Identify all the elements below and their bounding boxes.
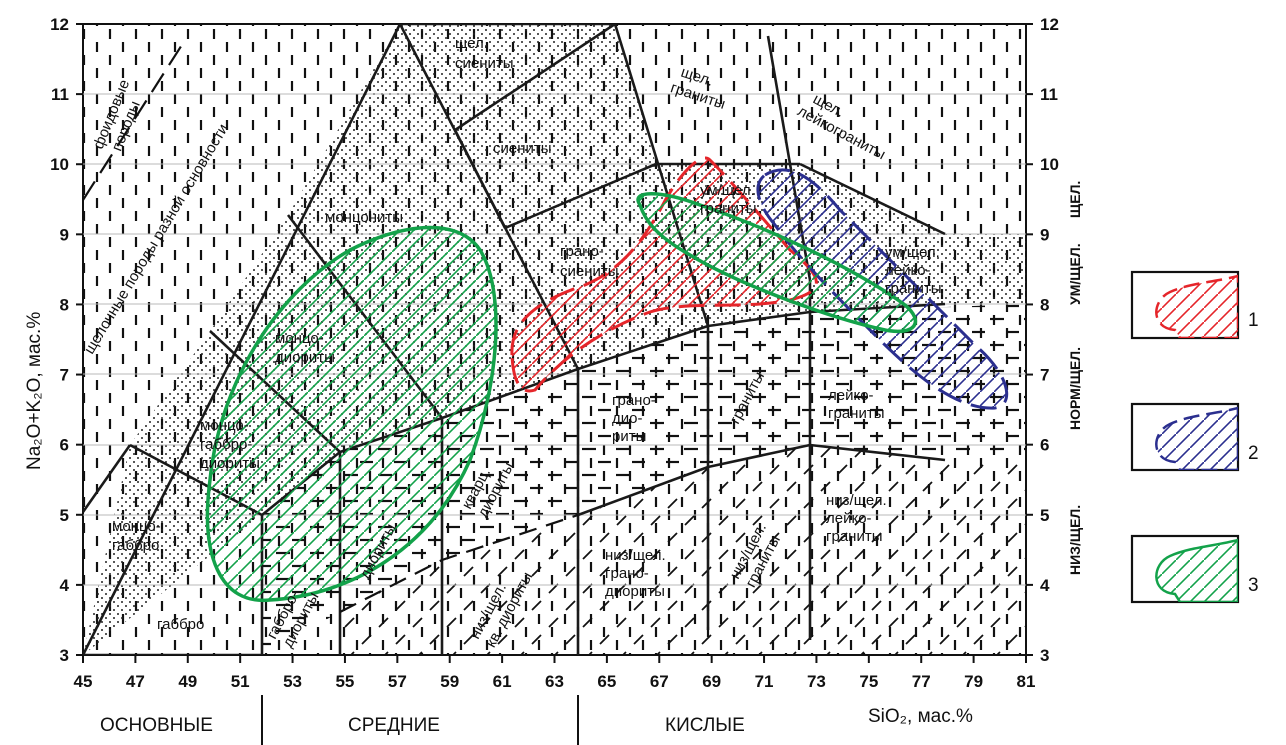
legend-number-3: 3 [1248, 575, 1259, 596]
y-tick-label: 11 [51, 85, 69, 104]
y-tick-label: 9 [1040, 225, 1049, 244]
x-tick-label: 51 [231, 672, 250, 691]
side-normal: НОРМ/ЩЕЛ. [1067, 347, 1083, 430]
label-leucogranites: лейко-граниты [828, 387, 884, 422]
region-3-green-right [636, 192, 918, 334]
y-tick-label: 3 [60, 646, 69, 665]
y-tick-label: 4 [1040, 576, 1050, 595]
x-tick-label: 73 [807, 672, 826, 691]
x-tick-label: 47 [126, 672, 145, 691]
y-tick-label: 12 [1040, 15, 1059, 34]
y-tick-label: 6 [1040, 436, 1049, 455]
legend-swatch-3 [1155, 538, 1238, 602]
x-tick-label: 53 [283, 672, 302, 691]
x-tick-label: 79 [964, 672, 983, 691]
label-syenites: сиениты [493, 140, 552, 157]
y-axis-ticks-right: 3 4 5 6 7 8 9 10 11 12 [1026, 15, 1059, 665]
label-granodiorites: грано-дио-риты [612, 392, 656, 445]
label-alk-syenites: щел. сиениты [455, 35, 514, 72]
y-tick-label: 3 [1040, 646, 1049, 665]
y-tick-label: 10 [50, 155, 69, 174]
label-low-granodiorites: низ/щел. грано-диориты [605, 547, 666, 600]
label-granosyenites: грано-сиениты [560, 243, 619, 280]
side-moderate: УМ/ЩЕЛ. [1067, 243, 1083, 305]
y-tick-label: 7 [60, 366, 69, 385]
y-tick-label: 5 [60, 506, 69, 525]
label-mod-granites: ум/щел. граниты [700, 182, 756, 217]
y-tick-label: 4 [60, 576, 70, 595]
legend-number-1: 1 [1248, 310, 1259, 331]
group-intermediate: СРЕДНИЕ [348, 715, 440, 736]
x-tick-label: 61 [493, 672, 512, 691]
label-low-leucogranites: низ/щел. лейко-граниты [826, 492, 887, 545]
y-tick-label: 9 [60, 225, 69, 244]
x-tick-label: 57 [388, 672, 407, 691]
y-tick-label: 10 [1040, 155, 1059, 174]
legend-swatch-2 [1155, 406, 1238, 470]
normal-alkaline-region [262, 304, 1026, 655]
x-tick-label: 75 [859, 672, 878, 691]
legend-swatch-1 [1155, 274, 1238, 338]
region-3-green-left [205, 225, 498, 602]
x-tick-label: 59 [440, 672, 459, 691]
x-tick-label: 49 [178, 672, 197, 691]
side-alkaline: ЩЕЛ. [1067, 181, 1083, 218]
y-tick-label: 6 [60, 436, 69, 455]
x-tick-label: 77 [912, 672, 931, 691]
label-mod-leucogranites: ум/щел. лейко-граниты [885, 244, 941, 297]
x-tick-label: 69 [702, 672, 721, 691]
y-tick-label: 8 [60, 295, 69, 314]
group-acid: КИСЛЫЕ [665, 715, 745, 736]
y-axis-title: Na₂O+K₂O, мас.% [24, 312, 45, 470]
y-tick-label: 5 [1040, 506, 1049, 525]
y-axis-ticks-left: 3 4 5 6 7 8 9 10 11 12 [50, 15, 83, 665]
y-tick-label: 12 [50, 15, 69, 34]
side-low: НИЗ/ЩЕЛ. [1067, 505, 1083, 575]
low-alkaline-region [340, 445, 1026, 655]
legend-number-2: 2 [1248, 443, 1259, 464]
label-monzodiorites: монцо-диориты [275, 330, 335, 366]
label-monzogabbrodiorites: монцо-габбро-диориты [200, 417, 260, 472]
y-tick-label: 8 [1040, 295, 1049, 314]
x-tick-label: 55 [335, 672, 354, 691]
x-axis-ticks: 45 47 49 51 53 55 57 59 61 63 65 67 69 71 73 75 77 79 81 [74, 655, 1036, 691]
label-gabbro: габбро [157, 616, 204, 633]
x-tick-label: 65 [597, 672, 616, 691]
x-tick-label: 81 [1017, 672, 1036, 691]
y-tick-label: 7 [1040, 366, 1049, 385]
x-axis-title: SiO₂, мас.% [868, 706, 973, 727]
group-basic: ОСНОВНЫЕ [100, 715, 213, 736]
label-monzogabbro: монцо-габбро [112, 518, 161, 554]
x-tick-label: 71 [755, 672, 774, 691]
y-tick-label: 11 [1040, 85, 1058, 104]
label-monzonites: монцониты [325, 209, 403, 226]
x-tick-label: 63 [545, 672, 564, 691]
x-tick-label: 45 [74, 672, 93, 691]
legend: 1 2 3 [1130, 270, 1259, 604]
x-tick-label: 67 [650, 672, 669, 691]
